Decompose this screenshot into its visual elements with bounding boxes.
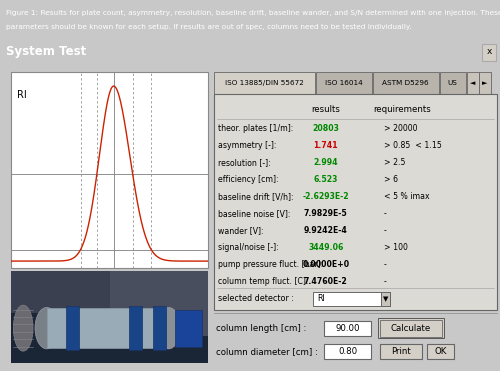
Text: OK: OK [434, 347, 447, 356]
Text: theor. plates [1/m]:: theor. plates [1/m]: [218, 124, 293, 133]
Ellipse shape [157, 308, 180, 349]
Bar [47, 308, 168, 348]
Bar [478, 72, 490, 94]
Text: Print: Print [391, 347, 410, 356]
Bar [316, 72, 372, 94]
Text: parameters should be known for each setup. If results are out of spec, columns n: parameters should be known for each setu… [6, 24, 412, 30]
Text: 9.9242E-4: 9.9242E-4 [304, 226, 348, 235]
Bar [110, 271, 208, 335]
Bar [378, 318, 444, 338]
Text: 20803: 20803 [312, 124, 339, 133]
Text: resolution [-]:: resolution [-]: [218, 158, 270, 167]
Text: column diameter [cm] :: column diameter [cm] : [216, 347, 318, 356]
Text: RI: RI [18, 89, 27, 99]
Text: -: - [384, 260, 386, 269]
Text: 90.00: 90.00 [336, 324, 360, 333]
Bar [130, 306, 142, 350]
Text: signal/noise [-]:: signal/noise [-]: [218, 243, 278, 252]
Text: 0.0000E+0: 0.0000E+0 [302, 260, 350, 269]
Bar [12, 271, 208, 312]
Text: Figure 1: Results for plate count, asymmetry, resolution, baseline drift, baseli: Figure 1: Results for plate count, asymm… [6, 10, 500, 16]
Text: selected detector :: selected detector : [218, 294, 294, 303]
Text: 3449.06: 3449.06 [308, 243, 344, 252]
Text: > 2.5: > 2.5 [384, 158, 405, 167]
Bar [214, 72, 315, 94]
FancyBboxPatch shape [482, 44, 496, 61]
Ellipse shape [14, 305, 33, 351]
Text: < 5 % imax: < 5 % imax [384, 192, 430, 201]
Bar [174, 310, 202, 347]
Text: 2.994: 2.994 [314, 158, 338, 167]
Text: results: results [312, 105, 340, 114]
Bar [380, 320, 442, 337]
Text: wander [V]:: wander [V]: [218, 226, 264, 235]
Text: baseline drift [V/h]:: baseline drift [V/h]: [218, 192, 294, 201]
Text: 7.9829E-5: 7.9829E-5 [304, 209, 348, 218]
Text: > 100: > 100 [384, 243, 407, 252]
Text: pump pressure fluct. [bar]:: pump pressure fluct. [bar]: [218, 260, 323, 269]
Text: 1.741: 1.741 [314, 141, 338, 150]
Text: > 6: > 6 [384, 175, 398, 184]
Text: -: - [384, 209, 386, 218]
Text: efficiency [cm]:: efficiency [cm]: [218, 175, 278, 184]
Bar [12, 72, 208, 268]
Text: 6.523: 6.523 [314, 175, 338, 184]
Text: -2.6293E-2: -2.6293E-2 [302, 192, 349, 201]
Ellipse shape [35, 308, 58, 349]
Text: column temp fluct. [C]:: column temp fluct. [C]: [218, 277, 308, 286]
Text: ASTM D5296: ASTM D5296 [382, 80, 429, 86]
Text: -: - [384, 226, 386, 235]
Text: > 20000: > 20000 [384, 124, 417, 133]
Text: ISO 13885/DIN 55672: ISO 13885/DIN 55672 [225, 80, 304, 86]
Text: ►: ► [482, 80, 488, 86]
Text: US: US [448, 80, 458, 86]
Bar [381, 292, 390, 306]
Text: requirements: requirements [374, 105, 432, 114]
Bar [324, 344, 372, 359]
Text: > 0.85  < 1.15: > 0.85 < 1.15 [384, 141, 442, 150]
Text: RI: RI [318, 294, 325, 303]
Bar [373, 72, 438, 94]
Text: 7.4760E-2: 7.4760E-2 [304, 277, 348, 286]
Bar [380, 344, 422, 359]
Text: 0.80: 0.80 [338, 347, 357, 356]
Text: ISO 16014: ISO 16014 [325, 80, 362, 86]
Text: column length [cm] :: column length [cm] : [216, 324, 306, 333]
Bar [440, 72, 466, 94]
Text: ◄: ◄ [470, 80, 476, 86]
Bar [324, 321, 372, 336]
Text: baseline noise [V]:: baseline noise [V]: [218, 209, 290, 218]
Bar [467, 72, 478, 94]
Bar [153, 306, 166, 350]
Bar [214, 94, 496, 310]
Text: -: - [384, 277, 386, 286]
Bar [427, 344, 454, 359]
Bar [66, 306, 79, 350]
Text: x: x [486, 47, 492, 56]
Text: ▼: ▼ [383, 296, 388, 302]
Text: Calculate: Calculate [390, 324, 431, 333]
Text: asymmetry [-]:: asymmetry [-]: [218, 141, 276, 150]
Bar [314, 292, 390, 306]
Text: System Test: System Test [6, 45, 86, 59]
